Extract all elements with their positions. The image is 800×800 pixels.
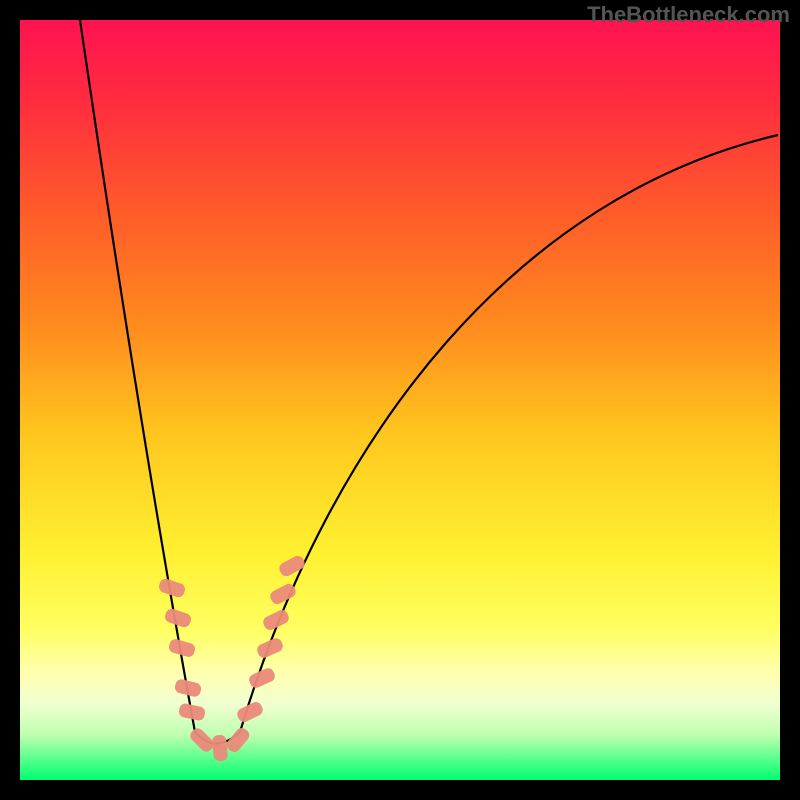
chart-container: TheBottleneck.com — [0, 0, 800, 800]
watermark-text: TheBottleneck.com — [587, 2, 790, 28]
curve-marker — [212, 734, 228, 761]
bottleneck-chart — [0, 0, 800, 800]
